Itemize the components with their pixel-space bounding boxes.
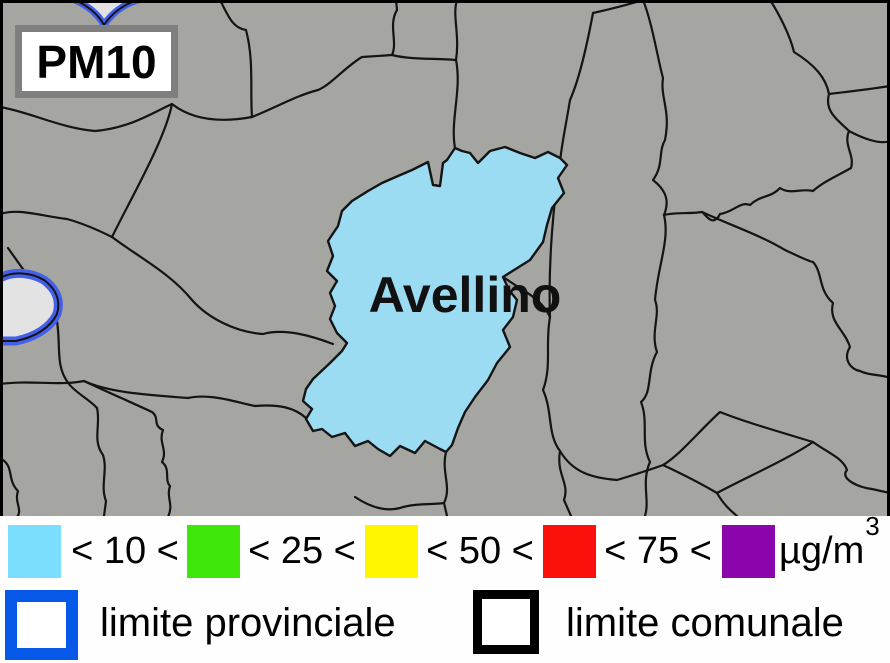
legend-unit-exponent: 3 [865, 511, 880, 542]
legend-swatch-cyan [8, 525, 61, 578]
legend-threshold-label-75: < 75 < [604, 530, 712, 572]
provincial-boundary-lake-west [0, 268, 63, 346]
legend-threshold-label-25: < 25 < [248, 530, 356, 572]
legend-swatch-purple [722, 525, 775, 578]
legend-unit-label: µg/m3 [779, 513, 880, 578]
pm10-badge: PM10 [15, 25, 178, 98]
map-canvas: PM10 Avellino [0, 0, 890, 516]
legend-threshold-label-50: < 50 < [426, 530, 534, 572]
provincial-boundary-label: limite provinciale [100, 601, 396, 645]
pm10-title: PM10 [36, 35, 157, 88]
legend-threshold-label-10: < 10 < [71, 530, 179, 572]
region-avellino-shape [301, 145, 569, 458]
comunale-boundary-swatch [473, 590, 539, 654]
legend-swatch-yellow [365, 525, 418, 578]
legend: < 10 < < 25 < < 50 < < 75 < µg/m3 limite… [0, 513, 890, 663]
legend-swatch-green [187, 525, 240, 578]
map-frame [0, 0, 890, 516]
region-label: Avellino [368, 267, 562, 323]
legend-unit-text: µg/m [779, 530, 865, 572]
legend-swatch-red [543, 525, 596, 578]
comunale-boundary-label: limite comunale [566, 601, 844, 645]
municipal-boundaries [0, 0, 890, 516]
provincial-boundary-swatch [5, 590, 78, 660]
